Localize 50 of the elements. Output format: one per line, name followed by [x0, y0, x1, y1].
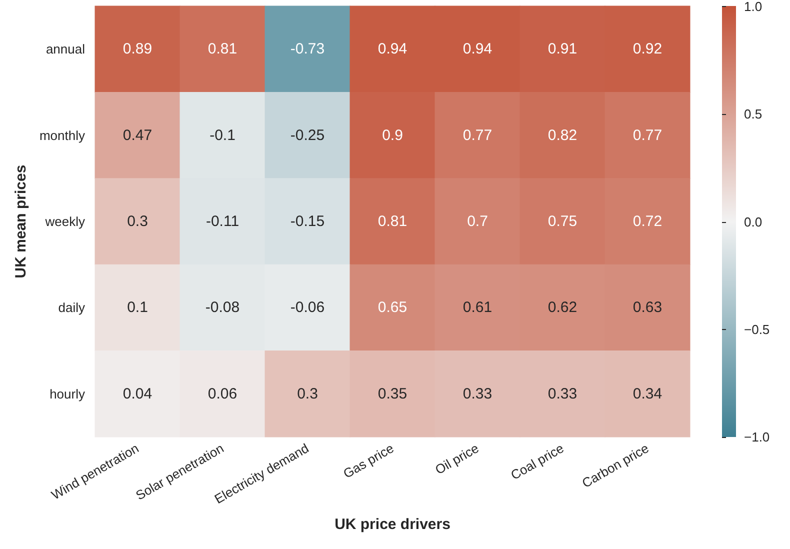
data-label: 0.06 — [208, 385, 238, 402]
color-bar-label: −0.5 — [744, 322, 770, 337]
data-label: 0.9 — [382, 126, 403, 144]
data-label: 0.94 — [462, 40, 492, 58]
data-label: 0.63 — [632, 299, 662, 316]
data-label: 0.33 — [462, 385, 492, 402]
data-label: 0.77 — [632, 126, 662, 144]
data-label: -0.06 — [290, 299, 325, 316]
y-tick-label: monthly — [39, 128, 86, 143]
color-bar-label: 1.0 — [744, 0, 762, 14]
data-label: -0.15 — [290, 213, 325, 230]
data-label: 0.94 — [378, 40, 408, 58]
data-label: 0.1 — [127, 299, 148, 316]
color-bar-label: −1.0 — [744, 430, 770, 444]
color-bar-label: 0.5 — [744, 106, 762, 122]
data-label: 0.92 — [632, 40, 662, 58]
data-label: 0.77 — [462, 126, 492, 144]
data-label: 0.75 — [548, 213, 578, 230]
data-label: 0.82 — [548, 126, 578, 144]
data-label: 0.35 — [378, 385, 408, 402]
data-label: 0.61 — [462, 299, 492, 316]
data-label: -0.73 — [290, 40, 325, 58]
y-tick-label: hourly — [50, 386, 86, 402]
x-tick-label: Coal price — [508, 440, 566, 483]
x-tick-label: Oil price — [432, 440, 482, 478]
x-tick-label: Gas price — [340, 440, 396, 482]
data-label: 0.81 — [208, 40, 238, 58]
data-label: 0.72 — [632, 213, 662, 230]
data-label: 0.3 — [297, 385, 318, 402]
color-bar-label: 0.0 — [744, 214, 762, 230]
data-label: 0.33 — [548, 385, 578, 402]
data-label: -0.08 — [205, 299, 240, 316]
data-label: -0.11 — [206, 213, 240, 230]
data-label: -0.1 — [210, 126, 236, 144]
data-label: 0.7 — [467, 213, 488, 230]
y-axis-title: UK mean prices — [12, 164, 30, 278]
data-label: 0.81 — [378, 213, 408, 230]
data-label: -0.25 — [290, 126, 325, 144]
y-tick-label: annual — [46, 42, 86, 57]
x-axis-title: UK price drivers — [334, 516, 450, 533]
data-label: 0.3 — [127, 213, 148, 230]
y-tick-label: weekly — [44, 214, 86, 229]
y-tick-label: daily — [58, 300, 86, 316]
data-label: 0.47 — [122, 126, 152, 144]
data-label: 0.65 — [378, 299, 408, 316]
data-label: 0.91 — [548, 40, 578, 58]
data-label: 0.34 — [632, 385, 662, 402]
data-label: 0.04 — [122, 385, 152, 402]
data-label: 0.89 — [122, 40, 152, 58]
data-label: 0.62 — [548, 299, 578, 316]
